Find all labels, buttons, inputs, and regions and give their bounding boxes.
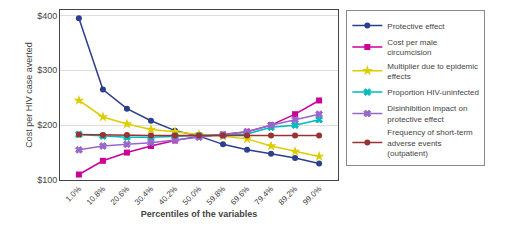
svg-text:89.2%: 89.2% bbox=[277, 184, 299, 206]
svg-text:Disinhibition impact onprotect: Disinhibition impact onprotective effect bbox=[387, 104, 467, 123]
svg-text:1.0%: 1.0% bbox=[64, 184, 83, 203]
svg-text:59.8%: 59.8% bbox=[205, 184, 227, 206]
svg-text:$100: $100 bbox=[37, 175, 57, 185]
svg-text:40.2%: 40.2% bbox=[157, 184, 179, 206]
svg-text:20.6%: 20.6% bbox=[109, 184, 131, 206]
svg-text:Cost per malecircumcision: Cost per malecircumcision bbox=[387, 38, 437, 57]
svg-text:79.4%: 79.4% bbox=[253, 184, 275, 206]
svg-text:Multiplier due to epidemiceffe: Multiplier due to epidemiceffects bbox=[387, 62, 478, 81]
svg-text:$200: $200 bbox=[37, 120, 57, 130]
svg-text:Protective effect: Protective effect bbox=[387, 22, 445, 31]
svg-text:Proportion HIV-uninfected: Proportion HIV-uninfected bbox=[387, 88, 479, 97]
svg-text:Cost per HIV case averted: Cost per HIV case averted bbox=[24, 42, 34, 148]
svg-text:99.0%: 99.0% bbox=[301, 184, 323, 206]
svg-text:10.8%: 10.8% bbox=[85, 184, 107, 206]
svg-text:Frequency of short-termadverse: Frequency of short-termadverse events(ou… bbox=[387, 128, 473, 158]
svg-text:50.0%: 50.0% bbox=[181, 184, 203, 206]
svg-text:69.6%: 69.6% bbox=[229, 184, 251, 206]
svg-text:30.4%: 30.4% bbox=[133, 184, 155, 206]
svg-text:Percentiles of the variables: Percentiles of the variables bbox=[141, 209, 258, 219]
svg-text:$400: $400 bbox=[37, 11, 57, 21]
svg-text:$300: $300 bbox=[37, 65, 57, 75]
